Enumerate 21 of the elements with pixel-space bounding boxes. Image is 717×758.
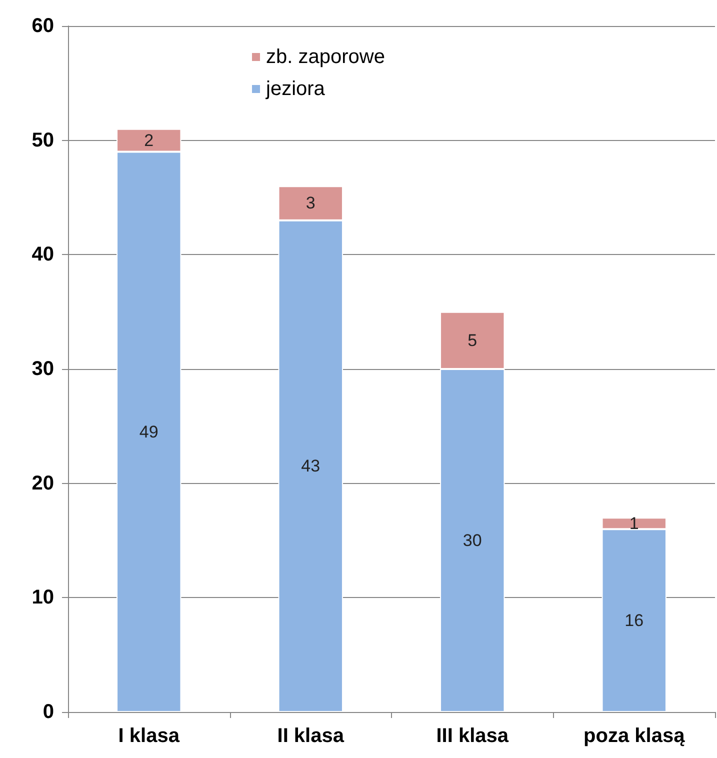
y-tick-label: 60 bbox=[32, 15, 54, 37]
y-tick-label: 20 bbox=[32, 472, 54, 494]
x-tick-label: II klasa bbox=[277, 725, 345, 747]
x-tick-label: I klasa bbox=[118, 725, 180, 747]
y-tick-label: 30 bbox=[32, 358, 54, 380]
data-label: 2 bbox=[144, 130, 154, 150]
y-tick-label: 0 bbox=[42, 701, 54, 723]
x-tick-label: poza klasą bbox=[584, 725, 686, 747]
data-label: 16 bbox=[624, 611, 644, 630]
data-label: 49 bbox=[139, 422, 158, 442]
y-tick-label: 10 bbox=[32, 586, 54, 609]
data-label: 43 bbox=[301, 456, 320, 476]
data-label: 30 bbox=[462, 531, 482, 550]
legend-label: jeziora bbox=[265, 78, 326, 100]
data-label: 5 bbox=[468, 330, 478, 350]
data-label: 3 bbox=[306, 194, 316, 213]
data-label: 1 bbox=[629, 514, 639, 533]
legend-label: zb. zaporowe bbox=[266, 46, 385, 68]
y-tick-label: 40 bbox=[32, 244, 54, 266]
y-tick-label: 50 bbox=[32, 129, 54, 152]
x-tick-label: III klasa bbox=[436, 725, 510, 747]
